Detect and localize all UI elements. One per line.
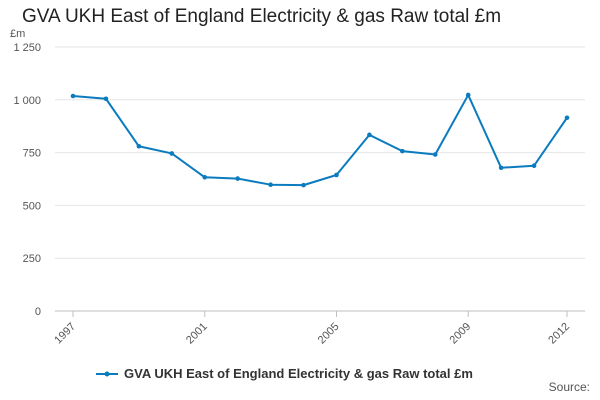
x-tick-label: 2009 bbox=[448, 321, 474, 347]
data-point bbox=[498, 165, 504, 171]
y-tick-label: 250 bbox=[23, 253, 41, 265]
y-tick-label: 1 250 bbox=[13, 42, 41, 54]
data-point bbox=[334, 172, 339, 178]
x-tick-label: 2012 bbox=[546, 321, 572, 347]
data-point bbox=[432, 152, 438, 157]
y-tick-label: 1 000 bbox=[13, 95, 41, 107]
data-point bbox=[465, 92, 471, 98]
y-axis-unit-label: £m bbox=[10, 28, 26, 40]
data-point bbox=[301, 182, 306, 188]
y-tick-label: 0 bbox=[35, 306, 41, 318]
data-point bbox=[400, 148, 405, 154]
data-point bbox=[367, 132, 372, 138]
y-tick-label: 500 bbox=[23, 200, 41, 212]
data-point bbox=[70, 93, 76, 99]
series-line bbox=[72, 93, 568, 187]
data-point bbox=[564, 115, 570, 121]
data-point bbox=[235, 176, 240, 181]
y-axis-ticks: 0 250 500 750 1 000 1 250 bbox=[13, 42, 41, 318]
data-point bbox=[268, 182, 273, 188]
data-point bbox=[531, 163, 537, 168]
source-label: Source: bbox=[548, 380, 590, 394]
data-point bbox=[202, 175, 208, 180]
data-point bbox=[169, 151, 175, 156]
x-tick-label: 2005 bbox=[316, 321, 342, 347]
legend-label: GVA UKH East of England Electricity & ga… bbox=[124, 366, 473, 381]
gridlines bbox=[55, 46, 585, 312]
x-tick-label: 2001 bbox=[184, 321, 210, 347]
chart-title: GVA UKH East of England Electricity & ga… bbox=[22, 6, 502, 27]
legend-symbol bbox=[96, 371, 118, 376]
x-axis-ticks: 1997 2001 2005 2009 2012 bbox=[52, 311, 572, 346]
y-tick-label: 750 bbox=[23, 148, 41, 160]
legend[interactable]: GVA UKH East of England Electricity & ga… bbox=[96, 366, 473, 381]
data-point bbox=[103, 96, 109, 102]
series-group bbox=[70, 92, 570, 188]
data-point bbox=[136, 143, 142, 149]
x-tick-label: 1997 bbox=[52, 321, 78, 347]
